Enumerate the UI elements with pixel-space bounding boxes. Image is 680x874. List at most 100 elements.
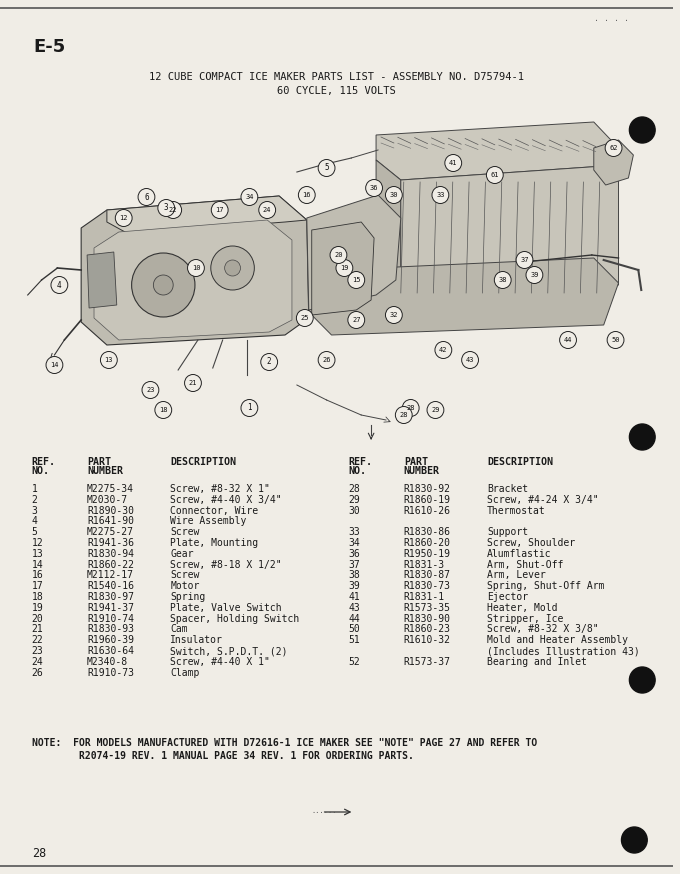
Text: 29: 29 <box>348 495 360 505</box>
Text: 13: 13 <box>105 357 113 363</box>
Circle shape <box>494 272 511 288</box>
Text: 50: 50 <box>611 337 619 343</box>
Text: 1: 1 <box>247 404 252 413</box>
Text: M2275-34: M2275-34 <box>87 484 134 494</box>
Polygon shape <box>594 140 633 185</box>
Text: Screw: Screw <box>170 527 200 538</box>
Text: Screw, #4-40 X 3/4": Screw, #4-40 X 3/4" <box>170 495 282 505</box>
Text: 27: 27 <box>352 317 360 323</box>
Text: R1573-37: R1573-37 <box>404 656 451 667</box>
Circle shape <box>155 401 172 419</box>
Text: Wire Assembly: Wire Assembly <box>170 517 247 526</box>
Text: 2: 2 <box>267 357 271 366</box>
Text: R1941-37: R1941-37 <box>87 603 134 613</box>
Circle shape <box>435 342 452 358</box>
Circle shape <box>462 351 479 369</box>
Text: 18: 18 <box>32 592 44 602</box>
Text: 28: 28 <box>348 484 360 494</box>
Text: 52: 52 <box>348 656 360 667</box>
Text: R1830-86: R1830-86 <box>404 527 451 538</box>
Text: E-5: E-5 <box>33 38 66 56</box>
Text: Screw, #8-18 X 1/2": Screw, #8-18 X 1/2" <box>170 559 282 570</box>
Circle shape <box>299 186 316 204</box>
Text: Screw, #8-32 X 1": Screw, #8-32 X 1" <box>170 484 270 494</box>
Circle shape <box>211 246 254 290</box>
Circle shape <box>46 357 63 373</box>
Text: R1830-90: R1830-90 <box>404 614 451 624</box>
Text: . . . .: . . . . <box>594 14 629 23</box>
Circle shape <box>622 827 647 853</box>
Circle shape <box>211 202 228 218</box>
Circle shape <box>158 199 175 217</box>
Text: NUMBER: NUMBER <box>87 466 123 476</box>
Text: 16: 16 <box>32 571 44 580</box>
Text: 32: 32 <box>390 312 398 318</box>
Circle shape <box>486 167 503 184</box>
Text: Arm, Shut-Off: Arm, Shut-Off <box>487 559 563 570</box>
Text: 39: 39 <box>348 581 360 591</box>
Text: Screw, #4-40 X 1": Screw, #4-40 X 1" <box>170 656 270 667</box>
Text: M2112-17: M2112-17 <box>87 571 134 580</box>
Text: 44: 44 <box>564 337 573 343</box>
Text: R1630-64: R1630-64 <box>87 646 134 656</box>
Text: 5: 5 <box>324 163 329 172</box>
Circle shape <box>142 381 159 399</box>
Text: 14: 14 <box>50 362 58 368</box>
Text: Stripper, Ice: Stripper, Ice <box>487 614 563 624</box>
Text: R1831-3: R1831-3 <box>404 559 445 570</box>
Text: Bracket: Bracket <box>487 484 528 494</box>
Circle shape <box>241 189 258 205</box>
Text: REF.: REF. <box>348 457 373 467</box>
Text: Switch, S.P.D.T. (2): Switch, S.P.D.T. (2) <box>170 646 288 656</box>
Text: Arm, Lever: Arm, Lever <box>487 571 545 580</box>
Circle shape <box>630 424 655 450</box>
Circle shape <box>526 267 543 283</box>
Text: 19: 19 <box>32 603 44 613</box>
Text: 10: 10 <box>192 265 200 271</box>
Text: R2074-19 REV. 1 MANUAL PAGE 34 REV. 1 FOR ORDERING PARTS.: R2074-19 REV. 1 MANUAL PAGE 34 REV. 1 FO… <box>32 751 413 761</box>
Text: Spring: Spring <box>170 592 205 602</box>
Circle shape <box>630 117 655 143</box>
Text: R1573-35: R1573-35 <box>404 603 451 613</box>
Polygon shape <box>307 195 401 310</box>
Text: R1830-92: R1830-92 <box>404 484 451 494</box>
Text: R1641-90: R1641-90 <box>87 517 134 526</box>
Circle shape <box>132 253 195 317</box>
Text: Gear: Gear <box>170 549 194 558</box>
Circle shape <box>165 202 182 218</box>
Circle shape <box>51 276 68 294</box>
Text: 5: 5 <box>32 527 37 538</box>
Circle shape <box>366 179 382 197</box>
Text: 1: 1 <box>32 484 37 494</box>
Text: Screw, Shoulder: Screw, Shoulder <box>487 538 575 548</box>
Text: Screw, #4-24 X 3/4": Screw, #4-24 X 3/4" <box>487 495 598 505</box>
Polygon shape <box>311 222 374 315</box>
Text: R1910-73: R1910-73 <box>87 668 134 677</box>
Circle shape <box>154 275 173 295</box>
Text: 12: 12 <box>120 215 128 221</box>
Polygon shape <box>307 258 619 335</box>
Text: 24: 24 <box>32 656 44 667</box>
Text: Bearing and Inlet: Bearing and Inlet <box>487 656 587 667</box>
Text: 44: 44 <box>348 614 360 624</box>
Text: 20: 20 <box>334 252 343 258</box>
Circle shape <box>184 374 201 392</box>
Circle shape <box>432 186 449 204</box>
Text: R1830-94: R1830-94 <box>87 549 134 558</box>
Text: 22: 22 <box>169 207 177 213</box>
Circle shape <box>560 331 577 349</box>
Circle shape <box>259 202 275 218</box>
Text: 34: 34 <box>245 194 254 200</box>
Text: 50: 50 <box>348 624 360 635</box>
Text: Screw: Screw <box>170 571 200 580</box>
Text: R1941-36: R1941-36 <box>87 538 134 548</box>
Circle shape <box>296 309 313 327</box>
Circle shape <box>607 331 624 349</box>
Circle shape <box>336 260 353 276</box>
Text: 39: 39 <box>530 272 539 278</box>
Text: Plate, Valve Switch: Plate, Valve Switch <box>170 603 282 613</box>
Text: R1830-93: R1830-93 <box>87 624 134 635</box>
Text: 36: 36 <box>370 185 378 191</box>
Circle shape <box>330 246 347 263</box>
Text: 36: 36 <box>348 549 360 558</box>
